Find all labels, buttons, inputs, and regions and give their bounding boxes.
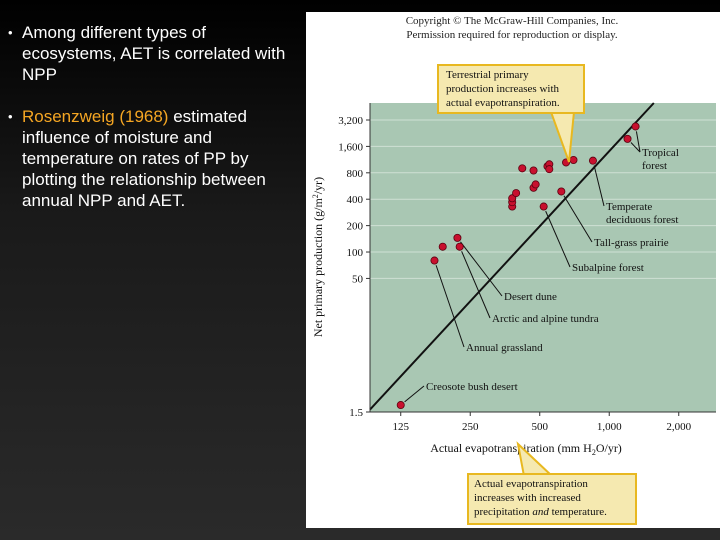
annotation-leader <box>460 241 503 297</box>
callout-top: Terrestrial primary production increases… <box>437 64 585 163</box>
data-point <box>531 180 540 189</box>
annotation-label: deciduous forest <box>606 214 678 226</box>
annotation-label: Arctic and alpine tundra <box>492 313 599 325</box>
x-tick-label: 2,000 <box>666 421 691 433</box>
x-tick-labels: 125 250 500 1,000 2,000 <box>392 412 692 433</box>
y-tick-label: 800 <box>347 168 364 180</box>
data-point <box>569 155 578 164</box>
bullet-dot: • <box>8 109 13 124</box>
annotation-leader <box>630 142 641 153</box>
bullet-1: • Among different types of ecosystems, A… <box>8 22 300 85</box>
x-tick-label: 500 <box>531 421 548 433</box>
data-point <box>518 164 527 173</box>
data-point <box>453 233 462 242</box>
callout-bottom: Actual evapotranspiration increases with… <box>467 441 637 525</box>
data-point <box>539 202 548 211</box>
callout-bottom-and: and <box>532 506 549 518</box>
data-point <box>438 242 447 251</box>
annotation-leader <box>404 385 425 403</box>
bullet-2: • Rosenzweig (1968) estimated influence … <box>8 106 300 211</box>
data-point <box>529 166 538 175</box>
callout-bottom-line-3: precipitation and temperature. <box>474 506 607 518</box>
x-tick-label: 125 <box>392 421 409 433</box>
trend-line <box>369 102 655 411</box>
bullet-2-text: estimated influence of moisture and temp… <box>22 107 266 210</box>
annotation-label: Temperate <box>606 201 652 213</box>
callout-bottom-line-2: increases with increased <box>474 492 581 504</box>
x-axis-label: Actual evapotranspiration (mm H2O/yr) <box>430 441 622 457</box>
annotation-leaders <box>404 131 641 403</box>
callout-top-line-3: actual evapotranspiration. <box>446 97 560 109</box>
callout-bottom-box <box>467 473 637 525</box>
slide-text: • Among different types of ecosystems, A… <box>8 22 300 232</box>
x-tick-label: 1,000 <box>597 421 622 433</box>
y-tick-label: 100 <box>347 247 364 259</box>
data-point <box>430 256 439 265</box>
y-tick-label: 1,600 <box>338 141 363 153</box>
citation-highlight: Rosenzweig (1968) <box>22 107 169 126</box>
annotation-leader <box>435 265 465 348</box>
data-point <box>557 187 566 196</box>
annotation-label: Tall-grass prairie <box>594 237 669 249</box>
callout-top-box <box>437 64 585 114</box>
data-point <box>396 401 405 410</box>
annotation-label: Subalpine forest <box>572 262 644 274</box>
y-tick-label: 1.5 <box>349 407 363 419</box>
data-point <box>631 122 640 131</box>
annotation-label: Annual grassland <box>466 342 543 354</box>
bullet-dot: • <box>8 25 13 40</box>
callout-top-line-2: production increases with <box>446 83 560 95</box>
annotation-label: Tropical <box>642 147 679 159</box>
data-point <box>545 165 554 174</box>
grid-lines <box>370 119 716 279</box>
data-points <box>396 122 640 410</box>
annotation-leader <box>563 195 593 243</box>
callout-bottom-temperature: temperature. <box>549 506 607 518</box>
data-point <box>512 189 521 198</box>
data-point <box>623 134 632 143</box>
callout-bottom-line-1: Actual evapotranspiration <box>474 478 588 490</box>
y-tick-label: 400 <box>347 194 364 206</box>
npp-aet-chart: Copyright © The McGraw-Hill Companies, I… <box>311 15 716 525</box>
callout-bottom-precipitation: precipitation <box>474 506 532 518</box>
figure-panel: Copyright © The McGraw-Hill Companies, I… <box>306 12 720 528</box>
annotation-label: Desert dune <box>504 291 557 303</box>
bullet-1-text: Among different types of ecosystems, AET… <box>22 23 286 84</box>
y-tick-label: 3,200 <box>338 115 363 127</box>
plot-area <box>370 103 716 412</box>
annotation-leader <box>593 165 605 207</box>
y-axis-label: Net primary production (g/m2/yr) <box>311 177 325 337</box>
y-tick-label: 50 <box>352 273 364 285</box>
y-tick-label: 200 <box>347 221 364 233</box>
data-point <box>455 242 464 251</box>
copyright-line-1: Copyright © The McGraw-Hill Companies, I… <box>406 15 619 27</box>
annotation-leader <box>635 131 641 153</box>
annotation-label: Creosote bush desert <box>426 381 518 393</box>
annotation-label: forest <box>642 160 667 172</box>
y-tick-labels: 1.5 50 100 200 400 800 1,600 3,200 <box>338 115 370 419</box>
annotation-leader <box>461 251 491 319</box>
callout-top-line-1: Terrestrial primary <box>446 69 529 81</box>
copyright-line-2: Permission required for reproduction or … <box>406 29 618 41</box>
data-point <box>588 156 597 165</box>
annotation-leader <box>545 210 571 268</box>
x-tick-label: 250 <box>462 421 479 433</box>
